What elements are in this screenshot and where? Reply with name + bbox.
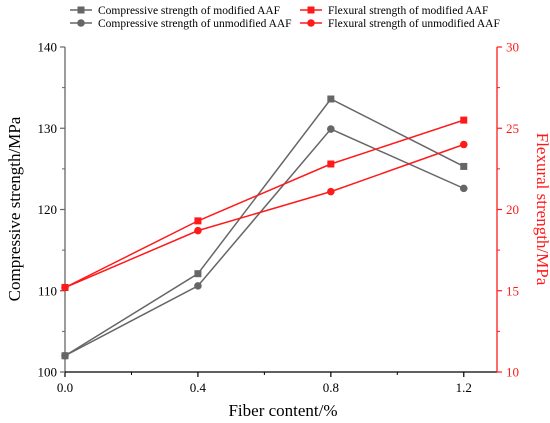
plot-area bbox=[61, 95, 468, 360]
series-line bbox=[64, 128, 465, 357]
x-tick-label: 0.4 bbox=[190, 380, 207, 395]
data-point bbox=[194, 270, 202, 278]
right-y-tick-label: 15 bbox=[506, 283, 519, 298]
data-point bbox=[61, 351, 69, 360]
series-line bbox=[64, 143, 465, 289]
data-point bbox=[194, 226, 202, 235]
left-axis-title: Compressive strength/MPa bbox=[5, 116, 24, 301]
legend-item-flexural-unmodified: Flexural strength of unmodified AAF bbox=[300, 18, 500, 30]
legend-label: Compressive strength of unmodified AAF bbox=[98, 18, 292, 30]
legend-label: Flexural strength of modified AAF bbox=[328, 5, 488, 17]
data-point bbox=[327, 125, 335, 133]
data-point bbox=[460, 162, 468, 170]
left-y-tick-label: 110 bbox=[38, 283, 57, 298]
right-y-tick-label: 20 bbox=[506, 202, 519, 217]
left-y-tick-label: 140 bbox=[38, 40, 58, 55]
right-axis-title: Flexural strength/MPa bbox=[533, 133, 550, 286]
data-point bbox=[460, 116, 468, 124]
left-y-tick-label: 120 bbox=[38, 202, 58, 217]
series-1 bbox=[61, 95, 468, 360]
right-y-tick-label: 30 bbox=[506, 40, 519, 55]
data-point bbox=[194, 217, 202, 225]
data-point bbox=[194, 282, 202, 290]
data-point bbox=[327, 187, 335, 196]
axes: 0.0 0.4 0.8 1.2 100 110 120 130 140 10 15 20 25 30 bbox=[38, 40, 520, 396]
right-y-tick-label: 25 bbox=[506, 121, 519, 136]
x-axis-title: Fiber content/% bbox=[228, 401, 337, 420]
legend-label: Compressive strength of modified AAF bbox=[98, 5, 280, 17]
x-tick-label: 1.2 bbox=[456, 380, 472, 395]
x-tick-label: 0.8 bbox=[323, 380, 339, 395]
left-y-tick-label: 130 bbox=[38, 121, 58, 136]
legend-item-compressive-modified: Compressive strength of modified AAF bbox=[70, 5, 280, 17]
data-point bbox=[61, 283, 69, 292]
left-y-tick-label: 100 bbox=[38, 365, 58, 380]
legend-item-compressive-unmodified: Compressive strength of unmodified AAF bbox=[70, 18, 292, 30]
series-line bbox=[64, 98, 465, 357]
x-tick-label: 0.0 bbox=[57, 380, 73, 395]
legend-label: Flexural strength of unmodified AAF bbox=[328, 18, 500, 30]
legend: Compressive strength of modified AAF Com… bbox=[70, 5, 500, 30]
right-y-tick-label: 10 bbox=[506, 365, 519, 380]
series-3 bbox=[61, 116, 468, 291]
series-2 bbox=[61, 125, 468, 360]
series-4 bbox=[61, 140, 468, 292]
data-point bbox=[327, 95, 335, 103]
data-point bbox=[459, 140, 468, 149]
data-point bbox=[459, 184, 468, 193]
data-point bbox=[327, 160, 335, 168]
series-line bbox=[64, 119, 465, 289]
legend-item-flexural-modified: Flexural strength of modified AAF bbox=[300, 5, 488, 17]
